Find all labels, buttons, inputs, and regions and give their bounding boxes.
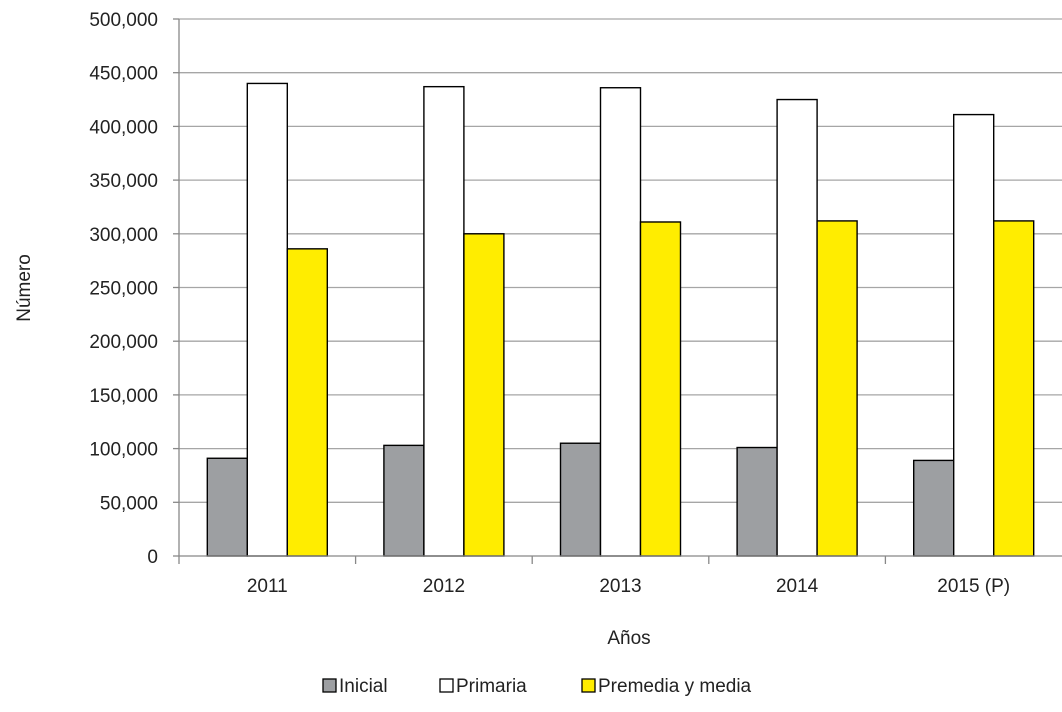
x-tick-label: 2013 bbox=[599, 576, 641, 597]
y-axis-title: Número bbox=[14, 254, 35, 322]
x-axis-title: Años bbox=[607, 628, 650, 649]
bar-inicial-2015P bbox=[913, 459, 955, 557]
bar-inicial-2011 bbox=[206, 457, 249, 557]
bar-primaria-2015P bbox=[953, 113, 995, 557]
y-tick-label: 400,000 bbox=[89, 117, 158, 138]
y-tick-label: 300,000 bbox=[89, 225, 158, 246]
bar-premedia-y-media-2015P bbox=[993, 220, 1035, 557]
x-tick-label: 2012 bbox=[423, 576, 465, 597]
bar-inicial-2012 bbox=[383, 444, 425, 557]
bar-primaria-2013 bbox=[599, 87, 642, 557]
legend-label: Premedia y media bbox=[598, 676, 752, 697]
legend: Inicial Primaria Premedia y media bbox=[322, 676, 752, 697]
legend-label: Primaria bbox=[456, 676, 527, 697]
y-tick-label: 150,000 bbox=[89, 386, 158, 407]
legend-swatch bbox=[322, 678, 337, 693]
y-tick-label: 50,000 bbox=[100, 493, 158, 514]
y-tick-label: 200,000 bbox=[89, 332, 158, 353]
x-axis-ticks: 2011 2012 2013 2014 2015 (P) bbox=[178, 556, 1010, 597]
x-tick-label: 2011 bbox=[247, 576, 288, 597]
y-tick-label: 100,000 bbox=[89, 440, 158, 461]
y-axis-ticks: 0 50,000 100,000 150,000 200,000 250,000 300,0… bbox=[89, 10, 179, 568]
bar-premedia-y-media-2012 bbox=[463, 233, 505, 557]
axes bbox=[178, 19, 1062, 557]
y-tick-label: 500,000 bbox=[89, 10, 158, 31]
bar-premedia-y-media-2014 bbox=[816, 220, 858, 557]
x-tick-label: 2015 (P) bbox=[937, 576, 1010, 597]
legend-swatch bbox=[581, 678, 596, 693]
bars bbox=[206, 82, 1035, 557]
bar-inicial-2013 bbox=[559, 442, 602, 557]
y-tick-label: 450,000 bbox=[89, 64, 158, 85]
y-tick-label: 250,000 bbox=[89, 279, 158, 300]
x-tick-label: 2014 bbox=[776, 576, 819, 597]
bar-premedia-y-media-2011 bbox=[286, 248, 328, 557]
bar-primaria-2011 bbox=[246, 82, 289, 557]
y-tick-label: 0 bbox=[147, 547, 158, 568]
legend-swatch bbox=[439, 678, 454, 693]
bar-premedia-y-media-2013 bbox=[639, 221, 682, 557]
y-tick-label: 350,000 bbox=[89, 171, 158, 192]
bar-primaria-2012 bbox=[423, 85, 465, 557]
legend-label: Inicial bbox=[339, 676, 388, 697]
bar-inicial-2014 bbox=[736, 446, 778, 557]
bar-primaria-2014 bbox=[776, 98, 818, 557]
